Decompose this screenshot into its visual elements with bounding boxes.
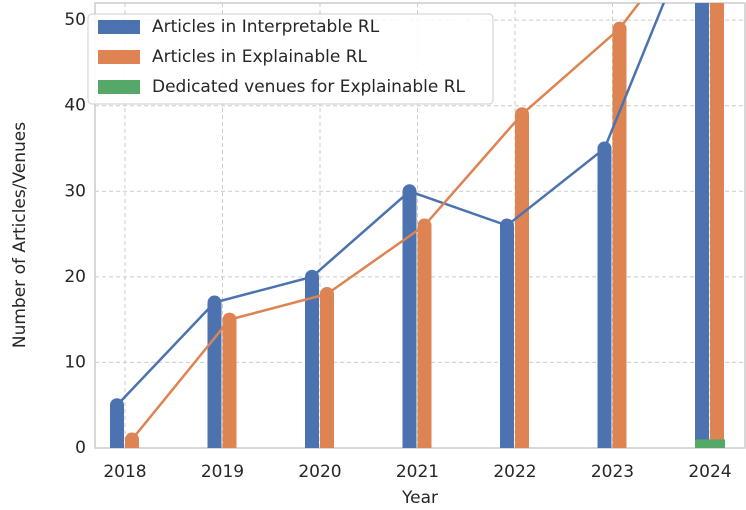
x-axis-label: Year — [401, 488, 438, 508]
x-tick-label: 2021 — [396, 462, 439, 482]
legend-swatch — [98, 50, 140, 64]
bar — [222, 319, 237, 448]
y-tick-label: 50 — [64, 10, 86, 30]
x-tick-label: 2022 — [493, 462, 536, 482]
marker — [515, 107, 529, 122]
x-tick-label: 2019 — [201, 462, 244, 482]
bar — [695, 439, 725, 448]
bar — [695, 3, 709, 448]
y-axis-label: Number of Articles/Venues — [10, 122, 30, 348]
bar — [710, 3, 724, 448]
marker — [612, 21, 627, 36]
bar — [305, 276, 319, 448]
x-tick-label: 2024 — [688, 462, 731, 482]
marker — [207, 295, 222, 310]
bar — [320, 293, 334, 448]
marker — [305, 269, 319, 284]
bar — [612, 28, 627, 448]
x-tick-label: 2020 — [298, 462, 341, 482]
y-tick-label: 0 — [75, 438, 86, 458]
y-tick-label: 10 — [64, 352, 86, 372]
bar — [402, 191, 417, 448]
legend-swatch — [98, 80, 140, 94]
marker — [597, 141, 612, 156]
legend-box — [87, 13, 494, 105]
legend-label: Dedicated venues for Explainable RL — [152, 77, 466, 97]
marks — [110, 3, 725, 448]
y-tick-label: 40 — [64, 96, 86, 116]
bar — [500, 225, 514, 448]
y-tick-label: 30 — [64, 181, 86, 201]
bar — [110, 405, 124, 448]
bar — [207, 302, 222, 448]
legend: Articles in Interpretable RL Articles in … — [87, 13, 494, 105]
legend-swatch — [98, 20, 140, 34]
marker — [402, 184, 417, 199]
marker — [110, 398, 124, 413]
legend-label: Articles in Interpretable RL — [152, 17, 380, 37]
bar — [515, 114, 529, 448]
marker — [125, 432, 139, 447]
bar — [417, 225, 432, 448]
legend-label: Articles in Explainable RL — [152, 47, 368, 67]
x-tick-label: 2023 — [591, 462, 634, 482]
marker — [222, 312, 237, 327]
y-tick-label: 20 — [64, 267, 86, 287]
x-tick-label: 2018 — [103, 462, 146, 482]
bar — [597, 148, 612, 448]
marker — [320, 286, 334, 301]
marker — [417, 218, 432, 233]
marker — [500, 218, 514, 233]
